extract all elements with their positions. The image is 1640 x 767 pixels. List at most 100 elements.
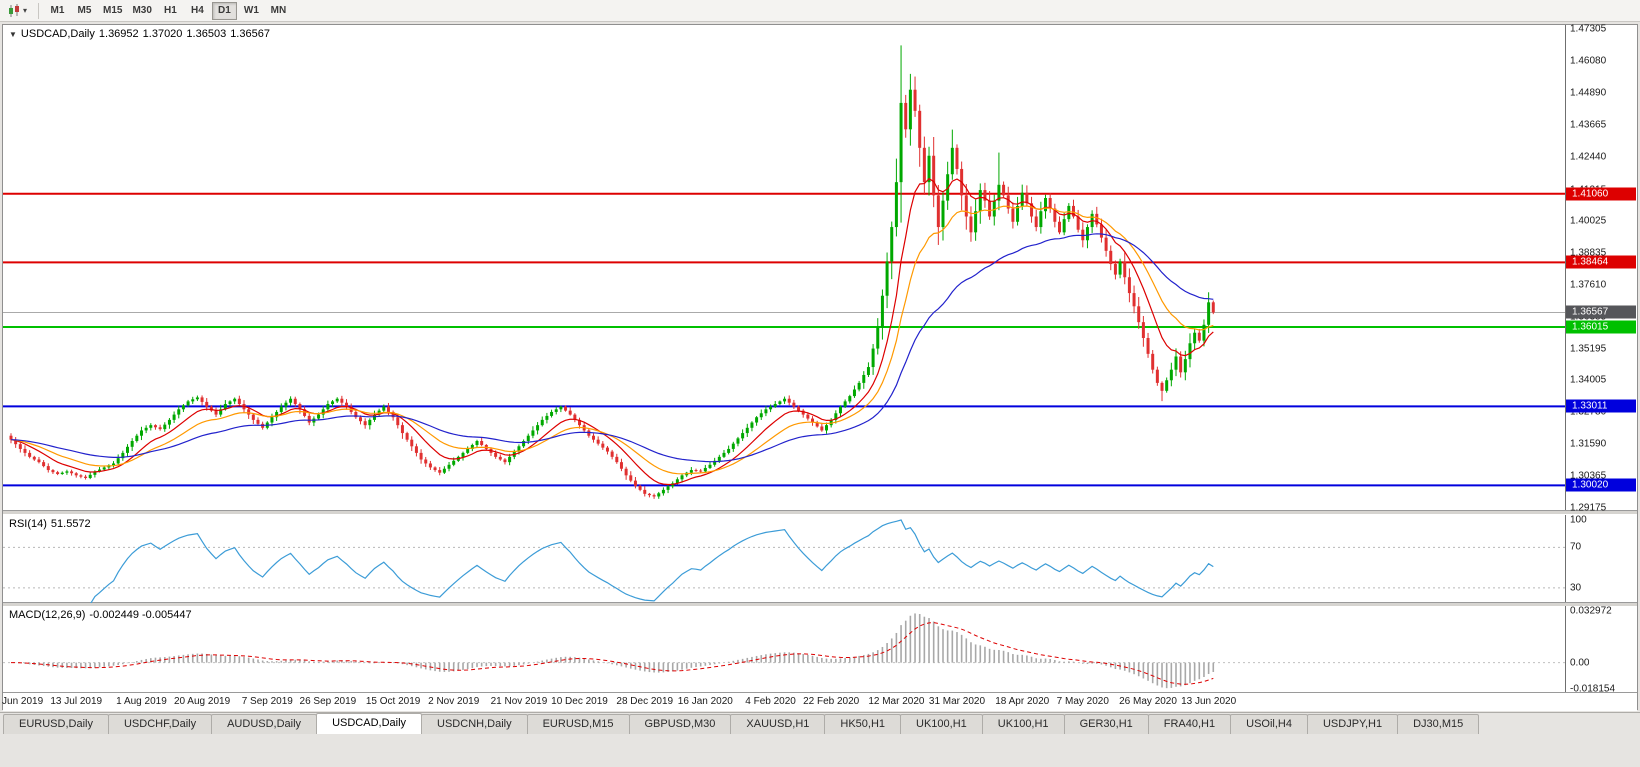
date-label: 15 Oct 2019	[365, 696, 421, 707]
axis-tick-label: 1.34005	[1570, 374, 1607, 386]
price-chart-panel: 1.473051.460801.448901.436651.424401.412…	[3, 23, 1637, 513]
date-label: 2 Nov 2019	[428, 696, 480, 707]
moving-average-line	[10, 233, 1214, 463]
chart-legend: ▼ USDCAD,Daily 1.36952 1.37020 1.36503 1.3656…	[9, 28, 274, 40]
rsi-panel: 100 70 30 RSI(14) 51.5572	[3, 515, 1637, 603]
timeframe-button-w1[interactable]: W1	[243, 4, 259, 16]
tab-eurusd-daily[interactable]: EURUSD,Daily	[3, 714, 109, 734]
date-label: 7 Sep 2019	[241, 696, 293, 707]
rsi-axis[interactable]: 100 70 30	[1565, 515, 1637, 602]
tab-hk50-h1[interactable]: HK50,H1	[824, 714, 902, 734]
panel-splitter-macd[interactable]	[3, 603, 1637, 606]
legend-high: 1.37020	[142, 28, 183, 40]
price-level-box: 1.36015	[1566, 320, 1636, 334]
axis-tick-label: 30	[1570, 582, 1582, 594]
price-level-box: 1.30020	[1566, 478, 1636, 492]
legend-symbol: USDCAD,Daily	[20, 28, 95, 40]
rsi-label: RSI(14)	[9, 518, 47, 530]
timeframe-button-mn[interactable]: MN	[270, 4, 287, 16]
legend-close: 1.36567	[230, 28, 270, 40]
price-level-box: 1.41060	[1566, 187, 1636, 201]
tab-eurusd-m15[interactable]: EURUSD,M15	[526, 714, 630, 734]
price-level-box: 1.38464	[1566, 255, 1636, 269]
axis-tick-label: 1.38835	[1570, 247, 1607, 259]
panel-splitter-rsi[interactable]	[3, 511, 1637, 514]
time-axis[interactable]: 25 Jun 2019 13 Jul 2019 1 Aug 2019 20 Aug 2…	[0, 694, 1637, 711]
date-label: 1 Aug 2019	[116, 696, 167, 707]
axis-tick-label: 1.37610	[1570, 279, 1607, 291]
date-label: 7 May 2020	[1056, 696, 1109, 707]
price-axis[interactable]: 1.473051.460801.448901.436651.424401.412…	[1565, 23, 1637, 513]
tab-usdjpy-h1[interactable]: USDJPY,H1	[1306, 714, 1399, 734]
timeframe-button-h1[interactable]: H1	[164, 4, 177, 16]
tab-uk100-h1[interactable]: UK100,H1	[900, 714, 983, 734]
rsi-line	[90, 519, 1214, 603]
rsi-value: 51.5572	[50, 518, 91, 530]
tab-usoil-h4[interactable]: USOil,H4	[1230, 714, 1308, 734]
axis-tick-label: 1.40025	[1570, 215, 1607, 227]
tab-gbpusd-m30[interactable]: GBPUSD,M30	[628, 714, 732, 734]
macd-label: MACD(12,26,9)	[9, 609, 86, 621]
tab-usdchf-daily[interactable]: USDCHF,Daily	[107, 714, 213, 734]
tab-uk100-h1[interactable]: UK100,H1	[981, 714, 1065, 734]
date-label: 10 Dec 2019	[551, 696, 608, 707]
moving-average-line	[10, 177, 1214, 486]
rsi-canvas[interactable]	[3, 515, 1565, 603]
tab-audusd-daily[interactable]: AUDUSD,Daily	[211, 714, 318, 734]
axis-tick-label: 0.032972	[1570, 605, 1612, 617]
legend-dropdown-icon[interactable]: ▼	[9, 30, 17, 39]
tab-usdcnh-daily[interactable]: USDCNH,Daily	[421, 714, 528, 734]
legend-low: 1.36503	[186, 28, 227, 40]
legend-open: 1.36952	[98, 28, 139, 40]
rsi-legend: RSI(14) 51.5572	[9, 518, 95, 530]
date-label: 18 Apr 2020	[995, 696, 1050, 707]
chart-window: 1.473051.460801.448901.436651.424401.412…	[0, 23, 1638, 711]
axis-tick-label: 1.42440	[1570, 151, 1607, 163]
axis-tick-label: 70	[1570, 541, 1582, 553]
date-label: 13 Jun 2020	[1181, 696, 1237, 707]
date-label: 21 Nov 2019	[490, 696, 548, 707]
date-label: 26 May 2020	[1119, 696, 1177, 707]
tab-dj30-m15[interactable]: DJ30,M15	[1397, 714, 1480, 734]
timeframe-button-m15[interactable]: M15	[103, 4, 123, 16]
date-label: 22 Feb 2020	[803, 696, 860, 707]
candlestick-chart-icon[interactable]	[5, 3, 23, 19]
axis-tick-label: 1.30365	[1570, 470, 1607, 482]
macd-legend: MACD(12,26,9) -0.002449 -0.005447	[9, 609, 196, 621]
date-label: 16 Jan 2020	[677, 696, 733, 707]
tab-ger30-h1[interactable]: GER30,H1	[1063, 714, 1149, 734]
axis-tick-label: 1.31590	[1570, 438, 1607, 450]
timeframe-buttons: M1 M5 M15 M30 H1 H4 D1 W1 MN	[44, 1, 292, 20]
macd-axis[interactable]: 0.032972 0.00 -0.018154	[1565, 605, 1637, 695]
timeframe-button-h4[interactable]: H4	[191, 4, 204, 16]
price-chart-canvas[interactable]	[3, 25, 1565, 511]
date-label: 25 Jun 2019	[0, 696, 44, 707]
price-level-box: 1.33011	[1566, 399, 1636, 413]
date-label: 12 Mar 2020	[868, 696, 925, 707]
tab-usdcad-daily[interactable]: USDCAD,Daily	[316, 713, 423, 734]
tab-fra40-h1[interactable]: FRA40,H1	[1147, 714, 1232, 734]
date-label: 31 Mar 2020	[928, 696, 986, 707]
timeframe-button-m30[interactable]: M30	[132, 4, 152, 16]
axis-tick-label: 1.46080	[1570, 55, 1607, 67]
axis-tick-label: 1.47305	[1570, 23, 1607, 35]
axis-tick-label: -0.018154	[1570, 683, 1616, 695]
tab-xauusd-h1[interactable]: XAUUSD,H1	[730, 714, 826, 734]
axis-tick-label: 100	[1570, 514, 1587, 526]
axis-tick-label: 1.43665	[1570, 119, 1607, 131]
current-price-box: 1.36567	[1566, 305, 1636, 319]
top-toolbar: ▾ M1 M5 M15 M30 H1 H4 D1 W1 MN	[0, 0, 1640, 22]
symbol-tabs: EURUSD,Daily USDCHF,Daily AUDUSD,Daily USDC…	[0, 712, 1640, 734]
chevron-down-icon[interactable]: ▾	[23, 6, 28, 15]
timeframe-button-m5[interactable]: M5	[77, 4, 92, 16]
macd-canvas[interactable]	[3, 606, 1565, 693]
axis-tick-label: 1.35195	[1570, 343, 1607, 355]
status-area	[0, 734, 1640, 767]
macd-signal-line	[10, 622, 1214, 685]
date-label: 13 Jul 2019	[50, 696, 103, 707]
moving-average-line	[10, 205, 1214, 475]
timeframe-button-m1[interactable]: M1	[50, 4, 65, 16]
timeframe-button-d1[interactable]: D1	[211, 1, 237, 20]
axis-tick-label: 1.44890	[1570, 87, 1607, 99]
macd-value: -0.002449 -0.005447	[89, 609, 192, 621]
